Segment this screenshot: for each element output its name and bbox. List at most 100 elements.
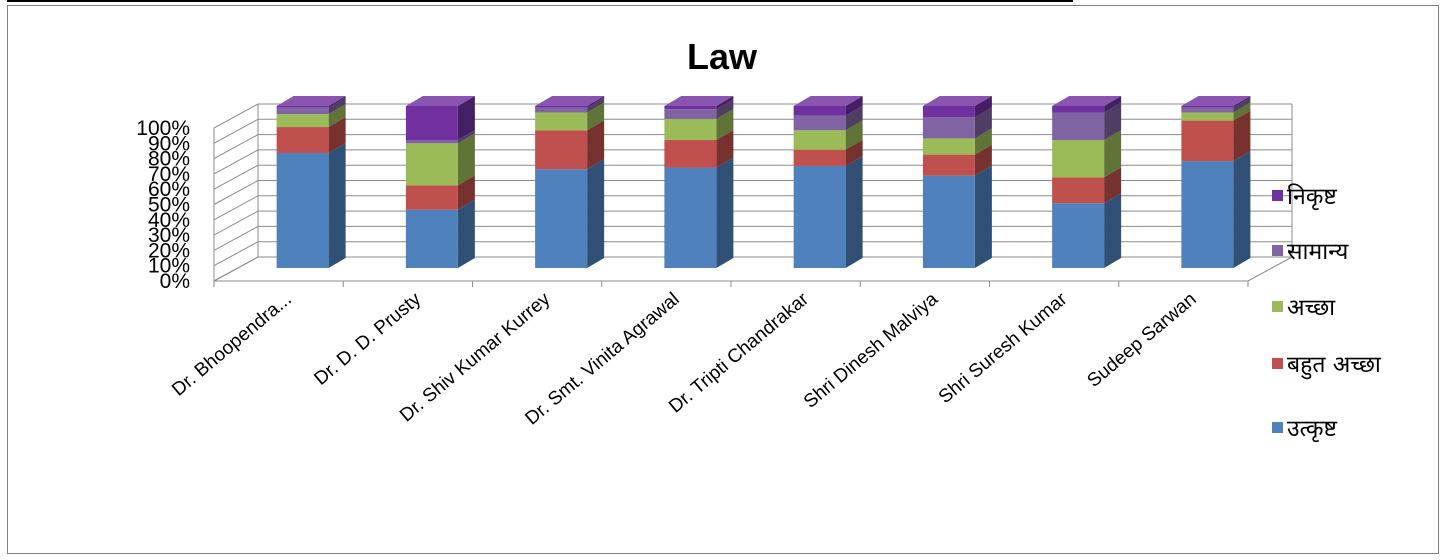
bar-segment — [793, 106, 846, 116]
bar-segment — [922, 154, 975, 176]
bar-segment-side — [716, 96, 734, 110]
bar-segment-side — [974, 128, 992, 155]
bar-top — [1052, 96, 1122, 106]
legend-item-achchha: अच्छा — [1272, 291, 1335, 321]
bar-segment-side — [1233, 96, 1251, 108]
bar-segment-side — [845, 155, 863, 268]
bar-top — [793, 96, 863, 106]
bar-segment — [405, 209, 458, 268]
legend-item-utkrisht: उत्कृष्ट — [1272, 412, 1337, 442]
bar-segment — [664, 118, 717, 141]
legend-swatch — [1272, 300, 1283, 312]
y-tick-label: 20% — [148, 239, 190, 262]
floor-outline — [213, 256, 1293, 282]
x-tick-label: Dr. Bhoopendra... — [168, 289, 296, 401]
x-tick-label: Dr. Tripti Chandrakar — [665, 288, 813, 417]
legend-item-nikrisht: निकृष्ट — [1272, 180, 1337, 210]
bar-segment — [535, 130, 588, 170]
bar-segment — [1052, 140, 1105, 178]
bar-segment-side — [1104, 96, 1122, 113]
bar-segment-side — [587, 159, 605, 268]
bar-segment — [1052, 177, 1105, 204]
bar-segment — [276, 152, 329, 268]
bar-segment-side — [1104, 102, 1122, 141]
bar-segment-side — [1233, 102, 1251, 121]
bar-top — [922, 96, 992, 106]
bar-segment-side — [587, 120, 605, 170]
bar-segment-side — [328, 96, 346, 108]
bar-segment — [535, 169, 588, 268]
bar-top — [1181, 96, 1251, 106]
bar-segment — [535, 106, 588, 108]
bar-segment — [535, 107, 588, 113]
bar-segment-side — [845, 105, 863, 131]
side-gridline — [213, 241, 259, 267]
side-gridline — [213, 195, 259, 221]
side-gridline — [213, 134, 259, 160]
bar-segment — [276, 114, 329, 128]
legend-label: निकृष्ट — [1287, 184, 1337, 210]
y-tick-label: 80% — [148, 148, 190, 171]
bar-segment — [276, 106, 329, 108]
bar-segment-side — [845, 96, 863, 116]
bar-segment-side — [1233, 97, 1251, 113]
bar-segment — [1052, 112, 1105, 141]
bar-segment-side — [457, 199, 475, 268]
bar-segment — [1181, 120, 1234, 162]
bar-segment — [922, 175, 975, 268]
side-gridline — [213, 225, 259, 251]
bar-segment-side — [845, 120, 863, 150]
bar-segment-side — [1233, 110, 1251, 162]
bar-segment-side — [1233, 151, 1251, 268]
side-gridline — [213, 103, 259, 129]
bar-segment-side — [974, 107, 992, 139]
bar-top — [535, 96, 605, 106]
chart-frame — [7, 5, 1439, 554]
bar-segment-side — [974, 96, 992, 118]
side-gridline — [213, 149, 259, 175]
legend-swatch — [1272, 421, 1283, 433]
bar-segment — [276, 107, 329, 115]
bar-segment — [664, 167, 717, 268]
bar-segment-side — [457, 96, 475, 141]
bar-segment-side — [328, 97, 346, 115]
side-gridline — [213, 164, 259, 190]
bar-segment — [793, 165, 846, 268]
bar-segment — [664, 109, 717, 119]
x-tick-label: Shri Suresh Kumar — [935, 288, 1072, 408]
bar-segment-side — [587, 102, 605, 131]
bar-segment-side — [457, 175, 475, 210]
legend-swatch — [1272, 244, 1283, 256]
y-tick-label: 90% — [148, 132, 190, 155]
x-tick-label: Dr. D. D. Prusty — [310, 288, 425, 389]
bar-segment-side — [716, 157, 734, 268]
bar-segment-side — [328, 142, 346, 268]
bar-segment-side — [974, 165, 992, 268]
legend-swatch — [1272, 357, 1283, 369]
x-tick-label: Shri Dinesh Malviya — [800, 288, 942, 412]
bar-segment — [1052, 106, 1105, 113]
bar-segment — [664, 106, 717, 110]
bar-segment-side — [457, 133, 475, 186]
bar-top — [405, 96, 475, 106]
bar-segment — [276, 127, 329, 153]
legend-label: उत्कृष्ट — [1287, 416, 1337, 442]
bar-segment-side — [845, 139, 863, 166]
bar-segment — [793, 130, 846, 150]
y-tick-label: 70% — [148, 163, 190, 186]
side-gridline — [213, 118, 259, 144]
bar-segment-side — [328, 117, 346, 153]
bar-segment-side — [716, 108, 734, 141]
bar-top — [276, 96, 346, 106]
legend-label: अच्छा — [1287, 295, 1336, 321]
y-tick-label: 100% — [136, 117, 190, 140]
bar-segment — [405, 106, 458, 141]
bar-segment — [405, 140, 458, 144]
bar-segment-side — [457, 130, 475, 144]
bar-segment-side — [587, 96, 605, 108]
side-gridline — [213, 210, 259, 236]
legend-item-samanya: सामान्य — [1272, 235, 1348, 265]
legend-item-bahut-achchha: बहुत अच्छा — [1272, 348, 1381, 378]
bar-segment-side — [1104, 167, 1122, 204]
